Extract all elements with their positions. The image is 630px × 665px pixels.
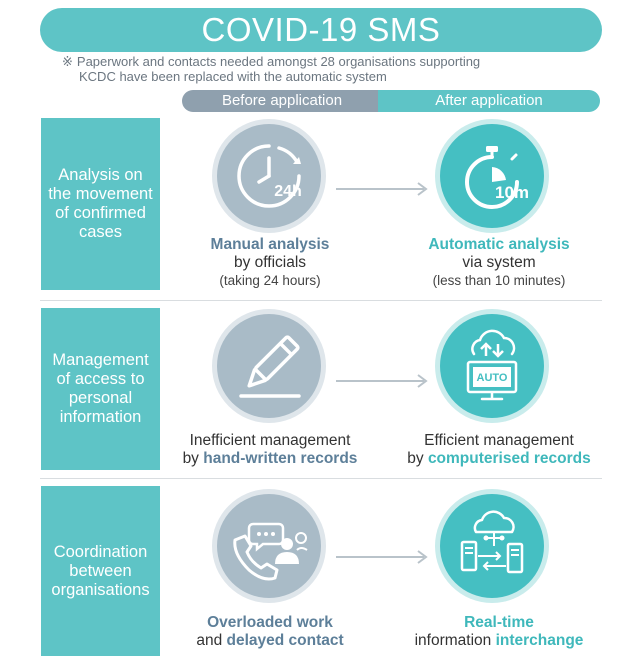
caption-line-2: by computerised records [392,450,606,468]
clock-icon-label: 24h [274,183,302,200]
caption-after-row-3: Real-time information interchange [394,614,604,650]
cloud-network-icon [440,494,544,598]
clock-icon: 24h [217,124,321,228]
caption-line-2: and delayed contact [182,632,358,650]
caption-line-1: Automatic analysis [428,236,570,253]
arrow-row-2 [336,374,428,388]
column-header-before: Before application [182,90,382,112]
row-divider [40,478,602,479]
auto-icon-label: AUTO [477,372,508,384]
column-header-after: After application [378,90,600,112]
caption-before-row-2: Inefficient management by hand-written r… [172,432,368,468]
caption-before-row-1: Manual analysis by officials (taking 24 … [182,236,358,290]
title-banner: COVID-19 SMS [40,8,602,52]
pencil-icon [217,314,321,418]
caption-line-2: information interchange [394,632,604,650]
row-divider [40,300,602,301]
phone-people-icon [217,494,321,598]
arrow-row-1 [336,182,428,196]
stopwatch-icon-label: 10m [495,183,529,202]
caption-line-3: (less than 10 minutes) [432,273,566,288]
caption-prefix: by [407,450,428,467]
row-label-text: Management of access to personal informa… [52,351,149,426]
caption-after-row-1: Automatic analysis via system (less than… [394,236,604,290]
caption-line-1: Inefficient management [189,432,351,449]
caption-after-row-2: Efficient management by computerised rec… [392,432,606,468]
row-label-text: Analysis on the movement of confirmed ca… [48,166,153,241]
caption-highlight: hand-written records [203,450,358,467]
caption-line-2: by hand-written records [172,450,368,468]
caption-line-2: via system [462,254,536,271]
row-label-text: Coordination between organisations [51,542,150,599]
row-label-analysis: Analysis on the movement of confirmed ca… [41,118,160,290]
intro-note: ※ Paperwork and contacts needed amongst 2… [62,54,602,84]
caption-highlight: interchange [495,632,584,649]
caption-prefix: by [182,450,204,467]
note-mark: ※ [62,54,73,69]
caption-highlight: computerised records [427,450,591,467]
auto-monitor-icon: AUTO [440,314,544,418]
caption-prefix: information [414,632,496,649]
caption-line-1: Real-time [464,614,534,631]
note-line-1: Paperwork and contacts needed amongst 28… [76,54,481,69]
caption-line-2: by officials [233,254,307,271]
caption-line-1: Overloaded work [207,614,333,631]
caption-line-1: Efficient management [424,432,574,449]
page-title: COVID-19 SMS [201,11,441,48]
caption-before-row-3: Overloaded work and delayed contact [182,614,358,650]
arrow-row-3 [336,550,428,564]
row-label-coordination: Coordination between organisations [41,486,160,656]
stopwatch-icon: 10m [440,124,544,228]
caption-line-3: (taking 24 hours) [219,273,321,288]
row-label-access: Management of access to personal informa… [41,308,160,470]
caption-prefix: and [196,632,227,649]
caption-line-1: Manual analysis [210,236,330,253]
note-line-2: KCDC have been replaced with the automat… [79,69,387,84]
caption-highlight: delayed contact [226,632,344,649]
